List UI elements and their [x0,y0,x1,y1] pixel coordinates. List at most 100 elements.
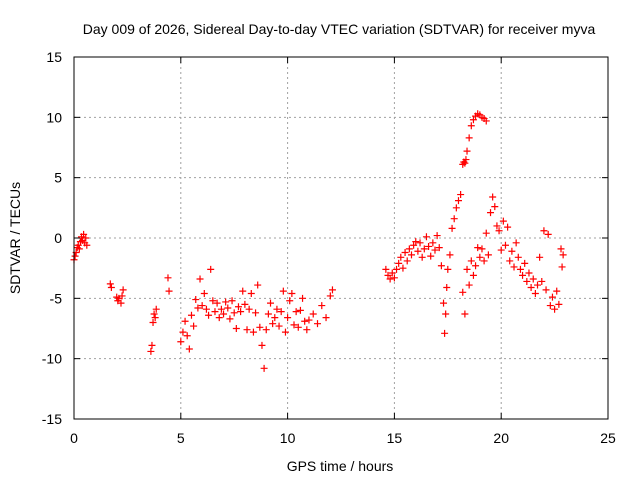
x-tick-label: 0 [70,430,78,446]
data-point [437,262,445,270]
data-point [200,290,208,298]
series-segment-02h [106,280,127,307]
data-point [531,290,539,298]
data-point [292,308,300,316]
data-point [281,328,289,336]
data-point [459,288,467,296]
data-point [254,281,262,289]
data-point [74,241,82,249]
data-point [382,265,390,273]
data-point [148,341,156,349]
data-point [314,320,322,328]
data-point [226,315,234,323]
data-point [555,300,563,308]
data-point [243,326,251,334]
data-point [514,253,522,261]
data-point [420,245,428,253]
data-point [433,232,441,240]
data-point [399,264,407,272]
data-point [217,305,225,313]
data-point [249,328,257,336]
data-point [165,287,173,295]
data-point [482,229,490,237]
series-segment-18-19h-high [459,110,490,168]
data-point [482,117,490,125]
data-point [177,338,185,346]
data-point [491,203,499,211]
data-point [495,227,503,235]
series-segment-17-20h [440,191,505,337]
data-point [397,253,405,261]
data-point [326,292,334,300]
data-point [390,274,398,282]
data-point [118,292,126,300]
data-point [407,251,415,259]
data-point [418,253,426,261]
data-point [284,314,292,322]
data-point [386,275,394,283]
data-point [472,262,480,270]
series-segment-05-08h [177,265,249,353]
data-point [465,134,473,142]
data-point [519,271,527,279]
data-point [296,306,304,314]
y-tick-label: -5 [50,290,63,306]
y-tick-label: 15 [46,49,62,65]
x-axis-label: GPS time / hours [287,458,394,474]
x-tick-label: 15 [387,430,403,446]
data-point [106,280,114,288]
data-point [414,247,422,255]
data-point [395,259,403,267]
series-segment-00h [70,230,91,264]
data-point [405,245,413,253]
data-point [267,299,275,307]
data-point [258,341,266,349]
data-point [237,308,245,316]
data-point [429,239,437,247]
data-point [487,209,495,217]
data-point [322,314,330,322]
data-point [463,147,471,155]
data-point [232,325,240,332]
data-point [393,265,401,273]
data-point [301,317,309,325]
data-point [512,239,520,247]
data-point [401,248,409,256]
data-point [435,244,443,252]
data-point [222,298,230,306]
data-point [309,310,317,318]
series-segment-20-23h [499,217,567,313]
data-point [228,297,236,305]
x-tick-label: 20 [493,430,509,446]
data-point [230,309,238,317]
data-point [469,116,477,124]
data-point [493,222,501,230]
gridlines [74,57,608,419]
data-point [318,302,326,310]
data-point [149,318,157,326]
data-point [558,263,566,271]
data-point [474,244,482,252]
data-point [499,217,507,225]
data-point [448,224,456,232]
data-point [164,274,172,282]
data-point [202,305,210,313]
data-point [427,252,435,260]
axis-ticks: 0 5 10 15 20 25 -15 -10 -5 0 5 10 15 [42,49,616,446]
data-point [288,290,296,298]
data-point [440,299,448,307]
data-point [444,265,452,273]
data-point [220,310,228,318]
data-point [328,286,336,294]
data-point [443,283,451,291]
y-tick-label: 5 [54,170,62,186]
data-point [181,317,189,325]
data-point [119,286,127,294]
data-point [234,303,242,311]
data-point [461,310,469,318]
data-point [527,283,535,291]
data-point [450,215,458,223]
data-point [150,310,158,318]
chart-title: Day 009 of 2026, Sidereal Day-to-day VTE… [83,21,596,37]
data-point [205,311,213,319]
